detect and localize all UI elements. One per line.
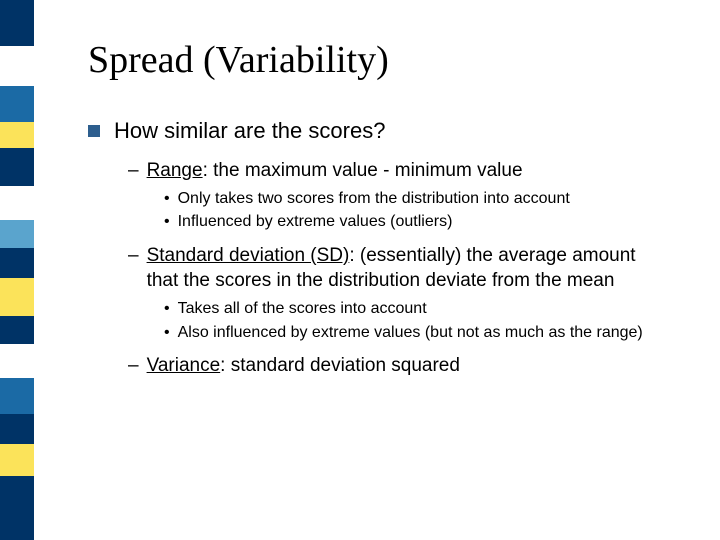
level1-text: How similar are the scores?	[114, 118, 385, 144]
stripe-segment	[0, 414, 34, 444]
variance-desc: : standard deviation squared	[220, 355, 460, 376]
stripe-segment	[0, 476, 34, 540]
stripe-segment	[0, 46, 34, 86]
stripe-segment	[0, 220, 34, 248]
sd-label: Standard deviation (SD)	[147, 245, 350, 266]
range-desc: : the maximum value - minimum value	[203, 160, 523, 181]
stripe-segment	[0, 0, 34, 46]
range-line: Range: the maximum value - minimum value	[147, 158, 523, 184]
slide-content: Spread (Variability) How similar are the…	[0, 0, 720, 379]
dot-bullet-icon: •	[164, 188, 170, 210]
dash-bullet-icon: –	[128, 158, 139, 184]
dash-bullet-icon: –	[128, 353, 139, 379]
stripe-segment	[0, 344, 34, 378]
stripe-segment	[0, 86, 34, 122]
level2-variance: – Variance: standard deviation squared	[128, 353, 660, 379]
level2-range: – Range: the maximum value - minimum val…	[128, 158, 660, 184]
stripe-segment	[0, 122, 34, 148]
square-bullet-icon	[88, 125, 100, 137]
range-sub2: Influenced by extreme values (outliers)	[178, 211, 453, 233]
stripe-segment	[0, 378, 34, 414]
level2-sd: – Standard deviation (SD): (essentially)…	[128, 243, 660, 294]
stripe-segment	[0, 278, 34, 316]
slide-title: Spread (Variability)	[88, 38, 660, 82]
level3-item: • Only takes two scores from the distrib…	[164, 188, 660, 210]
dot-bullet-icon: •	[164, 298, 170, 320]
variance-label: Variance	[147, 355, 221, 376]
sd-sub1: Takes all of the scores into account	[178, 298, 427, 320]
dot-bullet-icon: •	[164, 211, 170, 233]
stripe-segment	[0, 444, 34, 476]
level3-item: • Influenced by extreme values (outliers…	[164, 211, 660, 233]
level1-item: How similar are the scores?	[88, 118, 660, 144]
variance-line: Variance: standard deviation squared	[147, 353, 460, 379]
stripe-segment	[0, 248, 34, 278]
dash-bullet-icon: –	[128, 243, 139, 269]
range-label: Range	[147, 160, 203, 181]
dot-bullet-icon: •	[164, 322, 170, 344]
side-stripe-decoration	[0, 0, 34, 540]
level3-item: • Also influenced by extreme values (but…	[164, 322, 660, 344]
stripe-segment	[0, 148, 34, 186]
stripe-segment	[0, 186, 34, 220]
level3-item: • Takes all of the scores into account	[164, 298, 660, 320]
stripe-segment	[0, 316, 34, 344]
sd-sub2: Also influenced by extreme values (but n…	[178, 322, 643, 344]
range-sub1: Only takes two scores from the distribut…	[178, 188, 570, 210]
sd-line: Standard deviation (SD): (essentially) t…	[147, 243, 660, 294]
